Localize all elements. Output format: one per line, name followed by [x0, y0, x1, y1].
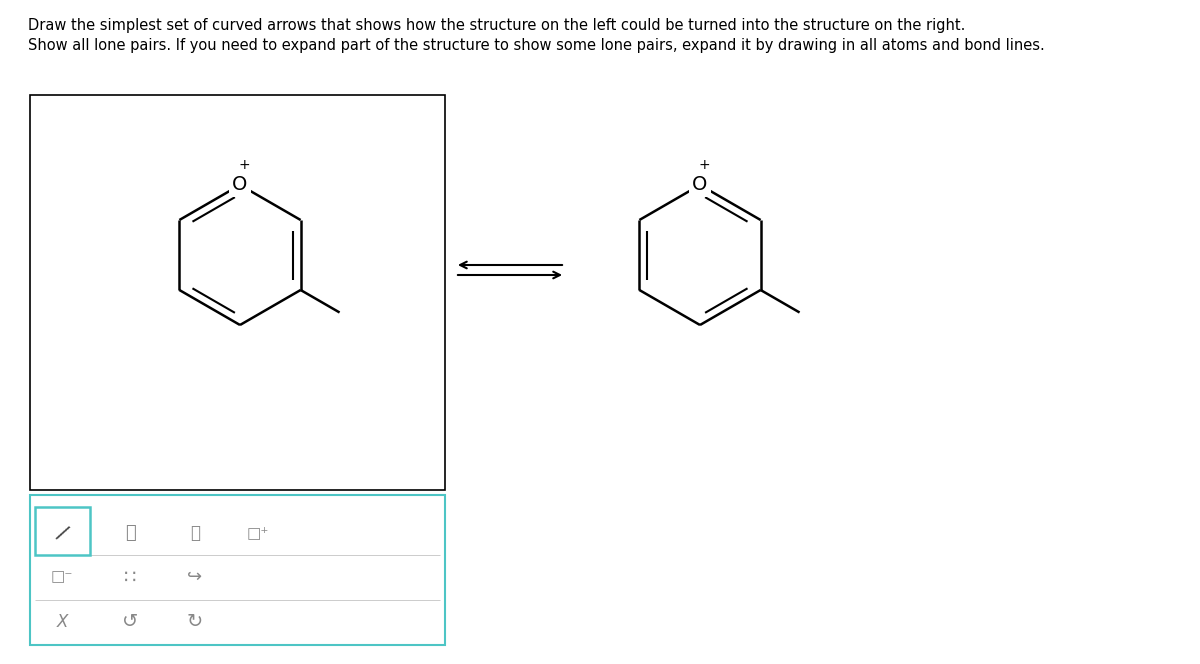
Text: Show all lone pairs. If you need to expand part of the structure to show some lo: Show all lone pairs. If you need to expa… [28, 38, 1045, 53]
Text: X: X [56, 613, 67, 631]
Text: O: O [233, 175, 247, 195]
Text: +: + [698, 158, 710, 172]
Text: ∷: ∷ [124, 568, 136, 586]
Bar [35, 507, 90, 555]
Bar [30, 95, 445, 490]
Text: □⁺: □⁺ [247, 525, 269, 540]
Text: /: / [54, 523, 71, 544]
Text: +: + [238, 158, 250, 172]
Bar [30, 495, 445, 645]
Text: ↪: ↪ [187, 568, 203, 586]
Text: O: O [692, 175, 708, 195]
Text: ⬜: ⬜ [125, 524, 136, 542]
Text: □⁻: □⁻ [50, 570, 73, 584]
Text: ↺: ↺ [122, 612, 138, 631]
Text: ↻: ↻ [187, 612, 203, 631]
Text: Draw the simplest set of curved arrows that shows how the structure on the left : Draw the simplest set of curved arrows t… [28, 18, 965, 33]
Text: ✋: ✋ [190, 524, 200, 542]
